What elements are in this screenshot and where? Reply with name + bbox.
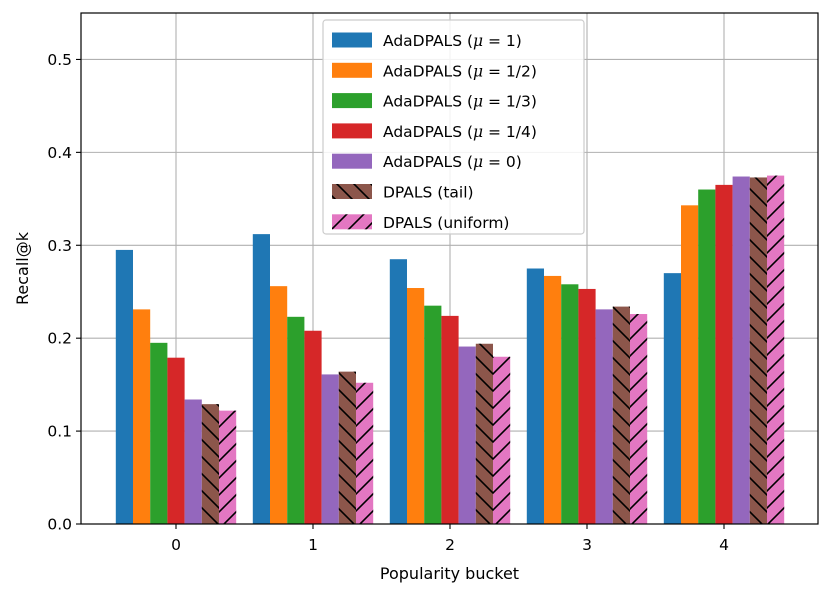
legend-entry: AdaDPALS (μ = 0) (332, 153, 522, 171)
bar (133, 309, 151, 524)
bars (115, 175, 785, 524)
legend-swatch (332, 62, 372, 78)
bar-hatch (612, 306, 630, 524)
bar-hatch (767, 175, 785, 524)
x-axis-label: Popularity bucket (380, 564, 519, 583)
bar (561, 284, 579, 524)
legend-swatch-hatch (332, 184, 372, 199)
bar (407, 288, 425, 524)
bar-hatch (219, 410, 237, 524)
x-tick-label: 1 (308, 536, 318, 554)
legend-entry: DPALS (uniform) (332, 214, 509, 232)
bar (252, 234, 270, 524)
bar (715, 184, 733, 524)
y-axis-label: Recall@k (13, 231, 32, 305)
legend-label: AdaDPALS (μ = 0) (383, 153, 522, 171)
x-tick-label: 0 (171, 536, 181, 554)
legend-label: AdaDPALS (μ = 1) (383, 32, 522, 50)
bar (544, 275, 562, 524)
legend-entry: AdaDPALS (μ = 1/2) (332, 62, 537, 80)
legend-swatch-hatch (332, 214, 372, 230)
x-tick-label: 2 (445, 536, 455, 554)
bar-hatch (630, 314, 648, 524)
legend-swatch (332, 32, 372, 48)
bar (458, 346, 476, 524)
legend-swatch (332, 123, 372, 139)
legend-label: AdaDPALS (μ = 1/4) (383, 123, 537, 141)
bar (424, 305, 442, 524)
bar-hatch (493, 356, 511, 524)
bar-hatch (338, 371, 356, 524)
y-tick-label: 0.1 (47, 423, 72, 441)
bar (595, 309, 613, 524)
bar (663, 273, 681, 524)
legend-entry: AdaDPALS (μ = 1) (332, 32, 522, 50)
legend-label: DPALS (uniform) (383, 214, 509, 232)
legend-entry: AdaDPALS (μ = 1/3) (332, 93, 537, 111)
legend-box (322, 19, 585, 235)
bar-hatch (749, 177, 767, 524)
legend-entry: AdaDPALS (μ = 1/4) (332, 123, 537, 141)
x-tick-label: 4 (719, 536, 729, 554)
y-tick-label: 0.2 (47, 330, 72, 348)
bar (287, 316, 305, 524)
bar (167, 357, 185, 524)
bar (115, 249, 133, 524)
legend-swatch (332, 153, 372, 169)
legend-swatch (332, 93, 372, 109)
bar (389, 259, 407, 524)
legend-label: AdaDPALS (μ = 1/2) (383, 62, 537, 80)
bar (150, 342, 168, 524)
bar (578, 288, 596, 524)
legend-entry: DPALS (tail) (332, 184, 474, 202)
x-tick-label: 3 (582, 536, 592, 554)
bar-hatch (201, 404, 219, 524)
axis-ticks: 0.0 0.1 0.2 0.3 0.4 0.5 0 1 2 3 4 (47, 51, 729, 554)
y-tick-label: 0.3 (47, 237, 72, 255)
bar (184, 399, 202, 524)
bar (304, 330, 322, 524)
bar (732, 176, 750, 524)
bar-hatch (356, 382, 374, 524)
bar-hatch (475, 343, 493, 524)
legend-label: DPALS (tail) (383, 184, 474, 202)
legend: AdaDPALS (μ = 1) AdaDPALS (μ = 1/2) AdaDPA… (322, 19, 585, 235)
bar (270, 286, 288, 524)
y-tick-label: 0.0 (47, 516, 72, 534)
bar (681, 205, 699, 524)
y-tick-label: 0.5 (47, 51, 72, 69)
bar (321, 374, 339, 524)
legend-label: AdaDPALS (μ = 1/3) (383, 93, 537, 111)
bar (526, 268, 544, 524)
bar (441, 315, 459, 524)
bar (698, 189, 716, 524)
y-tick-label: 0.4 (47, 144, 72, 162)
